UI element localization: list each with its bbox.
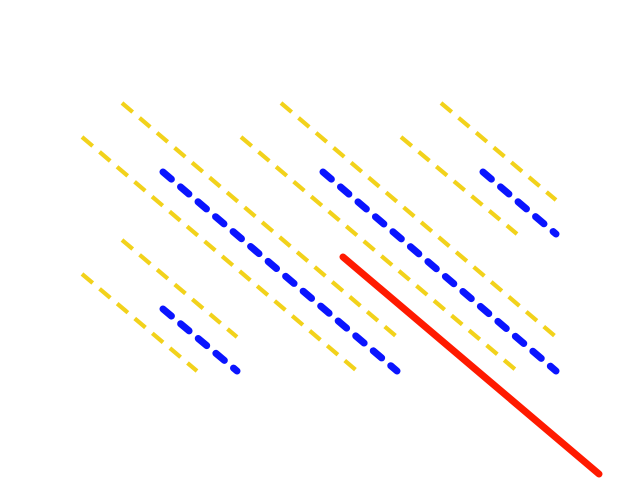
- blue-dashed-line: [159, 168, 401, 375]
- blue-dashed-line: [479, 168, 560, 238]
- yellow-dashed-line: [439, 101, 558, 202]
- yellow-dashed-line: [80, 135, 359, 373]
- yellow-dashed-line: [120, 101, 399, 339]
- blue-dashed-line: [319, 168, 560, 375]
- red-line: [339, 253, 603, 478]
- yellow-dashed-line: [399, 135, 519, 236]
- yellow-dashed-lines: [80, 101, 558, 373]
- yellow-dashed-line: [120, 238, 239, 339]
- blue-dashed-line: [159, 305, 241, 375]
- yellow-dashed-line: [239, 135, 519, 373]
- yellow-dashed-line: [279, 101, 558, 339]
- blue-dashed-lines: [159, 168, 560, 375]
- yellow-dashed-line: [80, 272, 199, 373]
